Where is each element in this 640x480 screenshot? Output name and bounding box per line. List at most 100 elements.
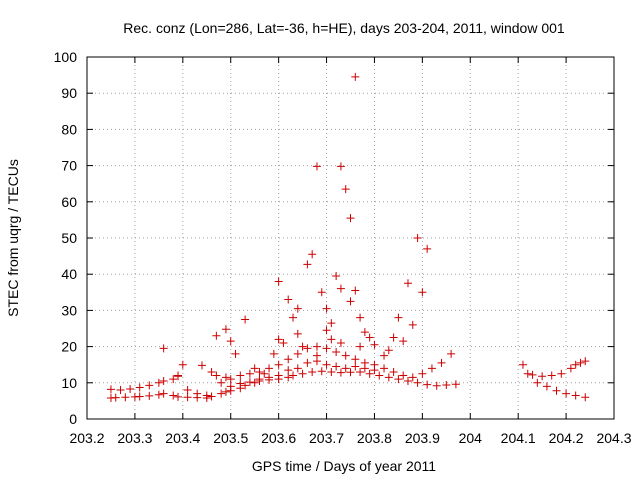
data-point [217, 378, 226, 387]
data-point [528, 370, 537, 379]
data-point [375, 371, 384, 380]
x-tick-label: 204 [459, 430, 483, 446]
data-point [571, 360, 580, 369]
data-point [341, 364, 350, 373]
y-tick-label: 0 [69, 411, 77, 427]
y-tick-label: 70 [61, 158, 77, 174]
y-axis-label: STEC from uqrg / TECUs [5, 159, 21, 317]
data-point [202, 391, 211, 400]
data-point [255, 375, 264, 384]
data-point [303, 358, 312, 367]
data-point [542, 382, 551, 391]
data-point [351, 355, 360, 364]
data-point [538, 372, 547, 381]
data-point [351, 362, 360, 371]
data-point [265, 373, 274, 382]
data-point [365, 333, 374, 342]
x-tick-label: 203.4 [165, 430, 200, 446]
data-point [121, 393, 130, 402]
data-point [183, 386, 192, 395]
data-point [174, 392, 183, 401]
data-point [284, 366, 293, 375]
data-point [245, 369, 254, 378]
x-tick-label: 203.2 [69, 430, 104, 446]
data-point [408, 320, 417, 329]
x-tick-label: 203.6 [261, 430, 296, 446]
data-point [293, 329, 302, 338]
y-tick-label: 20 [61, 339, 77, 355]
data-point [250, 364, 259, 373]
y-tick-label: 80 [61, 121, 77, 137]
data-point [169, 391, 178, 400]
data-point [399, 371, 408, 380]
data-point [260, 369, 269, 378]
data-point [255, 367, 264, 376]
data-point [274, 371, 283, 380]
data-point [557, 369, 566, 378]
y-tick-label: 50 [61, 230, 77, 246]
data-point [178, 360, 187, 369]
data-point [432, 381, 441, 390]
data-point [370, 366, 379, 375]
data-point [346, 368, 355, 377]
data-point [533, 378, 542, 387]
data-point [250, 378, 259, 387]
data-point [154, 390, 163, 399]
data-point [308, 250, 317, 259]
data-point [207, 392, 216, 401]
data-point [308, 367, 317, 376]
data-point [423, 380, 432, 389]
data-point [312, 342, 321, 351]
data-point [317, 288, 326, 297]
data-point [384, 346, 393, 355]
data-point [394, 313, 403, 322]
data-point [365, 369, 374, 378]
data-point [226, 382, 235, 391]
data-point [442, 380, 451, 389]
data-point [236, 379, 245, 388]
data-point [356, 313, 365, 322]
data-point [576, 358, 585, 367]
data-points [106, 72, 590, 403]
data-point [274, 360, 283, 369]
y-tick-label: 100 [54, 49, 78, 65]
data-point [126, 384, 135, 393]
data-point [312, 357, 321, 366]
data-point [303, 260, 312, 269]
data-point [360, 364, 369, 373]
data-point [174, 371, 183, 380]
data-point [351, 72, 360, 81]
data-point [269, 349, 278, 358]
data-point [298, 342, 307, 351]
data-point [226, 375, 235, 384]
data-point [293, 349, 302, 358]
data-point [418, 288, 427, 297]
data-point [418, 369, 427, 378]
data-point [447, 349, 456, 358]
data-point [322, 360, 331, 369]
data-point [552, 386, 561, 395]
data-point [298, 369, 307, 378]
data-point [562, 389, 571, 398]
data-point [212, 371, 221, 380]
data-point [451, 380, 460, 389]
data-point [217, 389, 226, 398]
data-point [403, 279, 412, 288]
data-point [346, 297, 355, 306]
data-point [427, 364, 436, 373]
data-point [356, 367, 365, 376]
data-point [169, 375, 178, 384]
data-point [116, 386, 125, 395]
data-point [523, 369, 532, 378]
x-tick-label: 203.9 [405, 430, 440, 446]
data-point [159, 389, 168, 398]
data-point [231, 349, 240, 358]
data-point [341, 351, 350, 360]
data-point [336, 284, 345, 293]
data-point [370, 340, 379, 349]
plot-frame [86, 56, 615, 420]
data-point [423, 244, 432, 253]
data-point [581, 357, 590, 366]
data-point [389, 367, 398, 376]
data-point [322, 344, 331, 353]
